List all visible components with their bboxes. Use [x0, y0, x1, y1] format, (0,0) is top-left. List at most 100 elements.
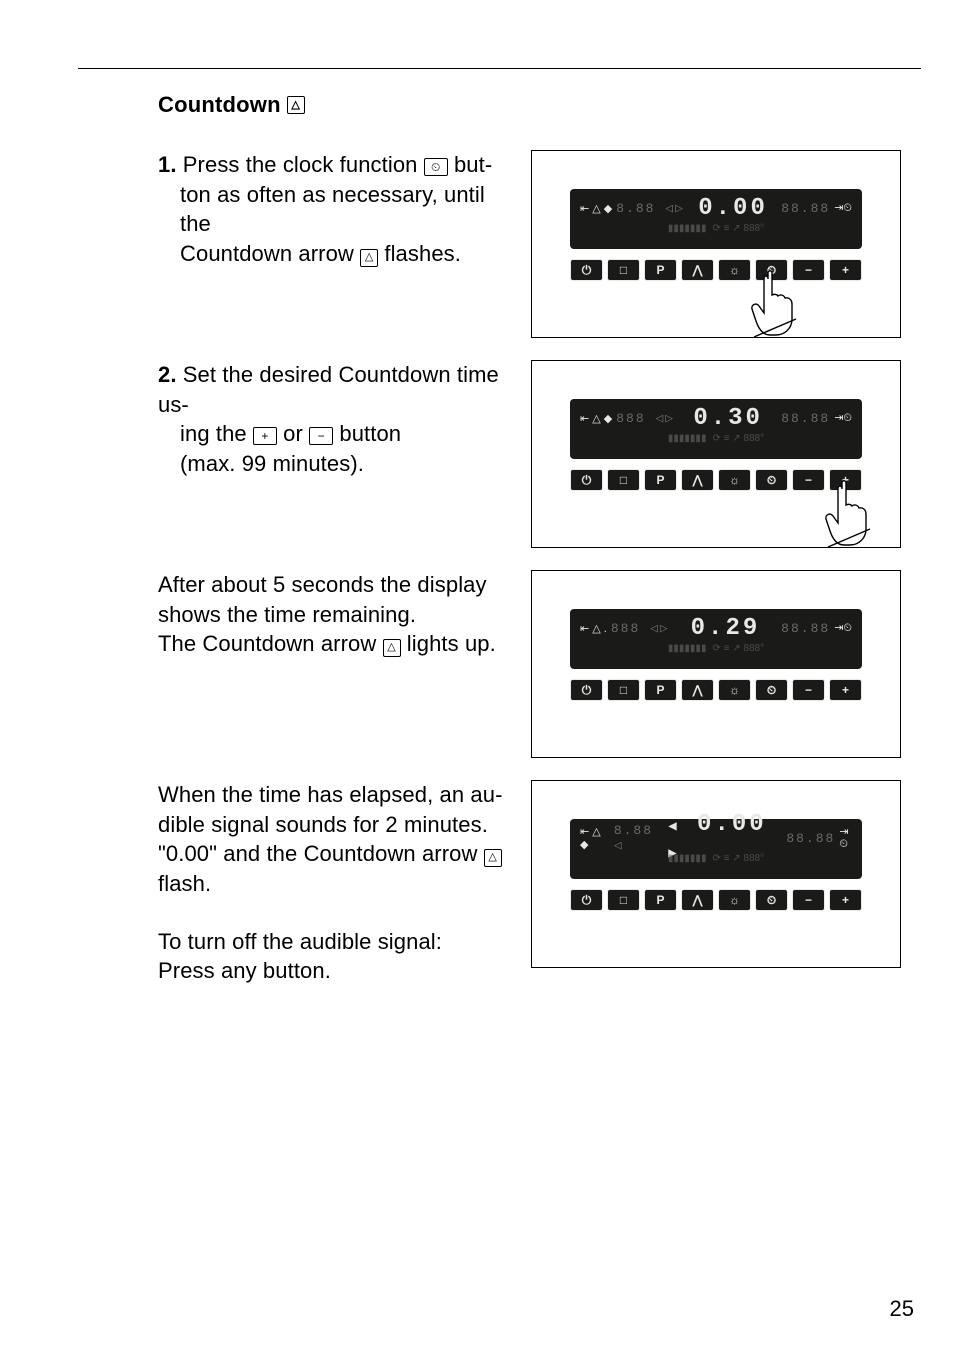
para-3: After about 5 seconds the display shows … — [158, 570, 921, 758]
display-right-icon: ⇥⏲ — [834, 201, 852, 215]
display-screen: ⇤ △ ◆ 888 ◁▷ 0.30 88.88 ⇥⏲ ▮▮▮▮▮▮▮⟳ ≡ ↗ 888° — [570, 399, 862, 459]
display-right-icon: ⇥⏲ — [834, 411, 852, 425]
panel-button-row: ⏻□P⋀☼⏲−+ — [570, 889, 862, 911]
step-2-line-b: ing the — [180, 421, 253, 446]
display-right-icon: ⇥⏲ — [834, 621, 852, 635]
para-4-text: When the time has elapsed, an au- dible … — [158, 780, 513, 986]
countdown-arrow-icon: △ — [360, 249, 378, 267]
para-3-text: After about 5 seconds the display shows … — [158, 570, 513, 659]
display-screen: ⇤ △ ◆8.88 ◁◀ 0.00 ▶88.88⇥⏲▮▮▮▮▮▮▮⟳ ≡ ↗ 8… — [570, 819, 862, 879]
para-4-line-d: flash. — [158, 869, 513, 899]
panel-button[interactable]: + — [829, 259, 862, 281]
panel-1: ⇤ △ ◆8.88 ◁▷0.0088.88⇥⏲▮▮▮▮▮▮▮⟳ ≡ ↗ 888°… — [531, 150, 901, 338]
finger-pointer — [822, 479, 876, 551]
panel-button[interactable]: ☼ — [718, 889, 751, 911]
step-2-line-d: button — [333, 421, 401, 446]
para-3-line-b: shows the time remaining. — [158, 600, 513, 630]
countdown-icon: △ — [287, 96, 305, 114]
display-dim-left: 8.88 ◁ — [614, 823, 668, 853]
display-dim-right: 88.88 — [781, 411, 830, 426]
display-center-value: 0.29 — [691, 615, 761, 642]
panel-button[interactable]: ⋀ — [681, 259, 714, 281]
display-right-icon: ⇥⏲ — [839, 825, 852, 851]
panel-button[interactable]: ⏻ — [570, 259, 603, 281]
panel-button[interactable]: ⋀ — [681, 679, 714, 701]
step-2: 2. Set the desired Countdown time us- in… — [158, 360, 921, 548]
panel-button[interactable]: ⏲ — [755, 469, 788, 491]
display-left-icons: ⇤ △ . — [580, 622, 607, 635]
panel-button[interactable]: ☼ — [718, 679, 751, 701]
panel-button[interactable]: □ — [607, 259, 640, 281]
minus-button-icon: − — [309, 427, 333, 445]
finger-icon — [748, 269, 802, 341]
step-2-text: 2. Set the desired Countdown time us- in… — [158, 360, 513, 479]
panel-button[interactable]: ⏲ — [755, 679, 788, 701]
display-line-2: ▮▮▮▮▮▮▮⟳ ≡ ↗ 888° — [580, 433, 852, 444]
display-screen: ⇤ △ . 888 ◁▷ 0.29 88.88 ⇥⏲ ▮▮▮▮▮▮▮⟳ ≡ ↗ 888° — [570, 609, 862, 669]
display-left-icons: ⇤ △ ◆ — [580, 412, 612, 425]
panel-button[interactable]: □ — [607, 469, 640, 491]
para-3-line-c: The Countdown arrow — [158, 631, 383, 656]
panel-button[interactable]: ⏻ — [570, 889, 603, 911]
display-center-value: 0.00 — [698, 195, 768, 222]
plus-button-icon: + — [253, 427, 277, 445]
para-4-line-f: Press any button. — [158, 956, 513, 986]
panel-button[interactable]: P — [644, 889, 677, 911]
step-1-line-a: Press the clock function — [183, 152, 424, 177]
top-rule — [78, 68, 921, 69]
para-4-line-b: dible signal sounds for 2 minutes. — [158, 810, 513, 840]
step-2-line-a: Set the desired Countdown time us- — [158, 362, 499, 417]
display-line-2: ▮▮▮▮▮▮▮⟳ ≡ ↗ 888° — [580, 643, 852, 654]
panel-button[interactable]: P — [644, 469, 677, 491]
step-2-line-c: or — [277, 421, 309, 446]
display-dim-left: 8.88 ◁▷ — [616, 201, 685, 216]
panel-button[interactable]: + — [829, 889, 862, 911]
panel-button[interactable]: ⋀ — [681, 889, 714, 911]
panel-button[interactable]: + — [829, 679, 862, 701]
step-1: 1. Press the clock function ⏲ but- ton a… — [158, 150, 921, 338]
clock-button-icon: ⏲ — [424, 158, 448, 176]
step-2-number: 2. — [158, 360, 177, 390]
display-dim-right: 88.88 — [781, 621, 830, 636]
panel-button[interactable]: P — [644, 259, 677, 281]
panel-button[interactable]: P — [644, 679, 677, 701]
display-left-icons: ⇤ △ ◆ — [580, 202, 612, 215]
display-line-1: ⇤ △ . 888 ◁▷ 0.29 88.88 ⇥⏲ — [580, 613, 852, 643]
panel-button[interactable]: ⏻ — [570, 469, 603, 491]
display-dim-left: 888 ◁▷ — [616, 411, 675, 426]
finger-pointer — [748, 269, 802, 341]
panel-button[interactable]: ⋀ — [681, 469, 714, 491]
panel-button-row: ⏻□P⋀☼⏲−+ — [570, 469, 862, 491]
panel-button[interactable]: ☼ — [718, 469, 751, 491]
para-4: When the time has elapsed, an au- dible … — [158, 780, 921, 986]
display-center-value: 0.30 — [693, 405, 763, 432]
panel-button[interactable]: □ — [607, 679, 640, 701]
panel-button[interactable]: − — [792, 469, 825, 491]
panel-button[interactable]: − — [792, 679, 825, 701]
panel-button[interactable]: − — [792, 889, 825, 911]
panel-button-row: ⏻□P⋀☼⏲−+ — [570, 679, 862, 701]
panel-2: ⇤ △ ◆ 888 ◁▷ 0.30 88.88 ⇥⏲ ▮▮▮▮▮▮▮⟳ ≡ ↗ 888° ⏻… — [531, 360, 901, 548]
panel-button[interactable]: ⏻ — [570, 679, 603, 701]
display-screen: ⇤ △ ◆8.88 ◁▷0.0088.88⇥⏲▮▮▮▮▮▮▮⟳ ≡ ↗ 888° — [570, 189, 862, 249]
panel-button[interactable]: □ — [607, 889, 640, 911]
heading: Countdown △ — [158, 92, 921, 118]
display-line-1: ⇤ △ ◆ 8.88 ◁▷ 0.00 88.88 ⇥⏲ — [580, 193, 852, 223]
panel-4: ⇤ △ ◆8.88 ◁◀ 0.00 ▶88.88⇥⏲▮▮▮▮▮▮▮⟳ ≡ ↗ 8… — [531, 780, 901, 968]
panel-button[interactable]: ☼ — [718, 259, 751, 281]
page-number: 25 — [890, 1296, 914, 1322]
step-1-line-d: Countdown arrow — [180, 241, 360, 266]
para-4-line-c: "0.00" and the Countdown arrow — [158, 841, 484, 866]
panel-button[interactable]: ⏲ — [755, 889, 788, 911]
display-line-1: ⇤ △ ◆8.88 ◁◀ 0.00 ▶88.88⇥⏲ — [580, 823, 852, 853]
heading-text: Countdown — [158, 92, 281, 118]
step-2-line-e: (max. 99 minutes). — [180, 449, 513, 479]
display-dim-right: 88.88 — [781, 201, 830, 216]
display-line-1: ⇤ △ ◆ 888 ◁▷ 0.30 88.88 ⇥⏲ — [580, 403, 852, 433]
display-dim-left: 888 ◁▷ — [611, 621, 670, 636]
step-1-text: 1. Press the clock function ⏲ but- ton a… — [158, 150, 513, 269]
step-1-line-c: ton as often as necessary, until the — [180, 180, 513, 239]
para-4-line-e: To turn off the audible signal: — [158, 927, 513, 957]
countdown-arrow-icon: △ — [484, 849, 502, 867]
countdown-arrow-icon: △ — [383, 639, 401, 657]
